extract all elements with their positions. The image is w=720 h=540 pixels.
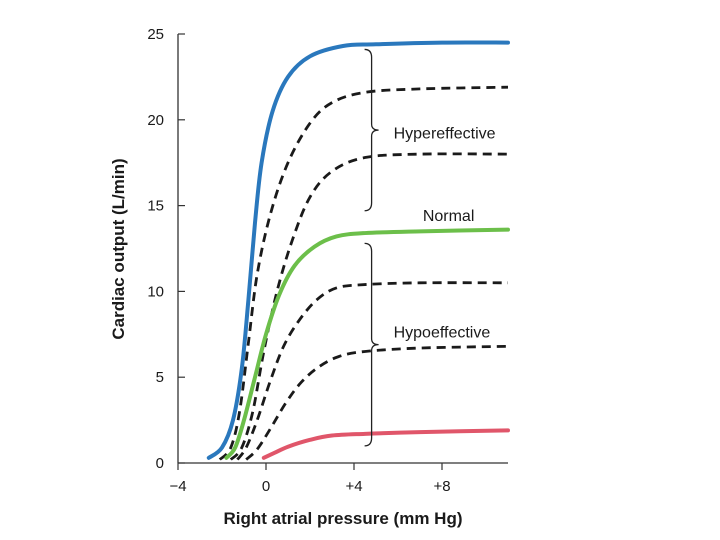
series-line-hypoeffective-min: [261, 428, 510, 460]
y-tick-label: 5: [156, 369, 164, 386]
x-ticks: −4 0 +4 +8: [169, 463, 451, 495]
y-tick-label: 25: [147, 26, 164, 43]
series-line-hypoeffective-lower-dashed: [245, 344, 509, 461]
series-line-hypereffective-max: [206, 40, 510, 460]
series-line-hypoeffective-upper-dashed: [236, 281, 509, 461]
x-tick-label: +4: [345, 478, 362, 495]
x-axis-title: Right atrial pressure (mm Hg): [224, 509, 463, 528]
series-lines: [206, 40, 510, 461]
brace-hyper: [364, 48, 379, 212]
y-tick-label: 0: [156, 455, 164, 472]
y-ticks: 0 5 10 15 20 25: [147, 26, 185, 472]
series-line-hypereffective-lower-dashed: [229, 152, 509, 461]
x-tick-label: 0: [262, 478, 270, 495]
y-tick-label: 10: [147, 283, 164, 300]
series-line-normal: [224, 227, 510, 460]
x-tick-label: +8: [433, 478, 450, 495]
axes: [177, 34, 508, 464]
y-tick-label: 20: [147, 112, 164, 129]
annotation-normal: Normal: [423, 208, 475, 225]
series-line-hypereffective-upper-dashed: [218, 85, 509, 461]
y-axis-title: Cardiac output (L/min): [109, 158, 128, 339]
braces: [364, 48, 379, 447]
annotation-hypereffective: Hypereffective: [394, 126, 496, 143]
annotation-hypoeffective: Hypoeffective: [394, 325, 491, 342]
brace-hypo: [364, 242, 379, 447]
x-tick-label: −4: [169, 478, 186, 495]
y-tick-label: 15: [147, 198, 164, 215]
